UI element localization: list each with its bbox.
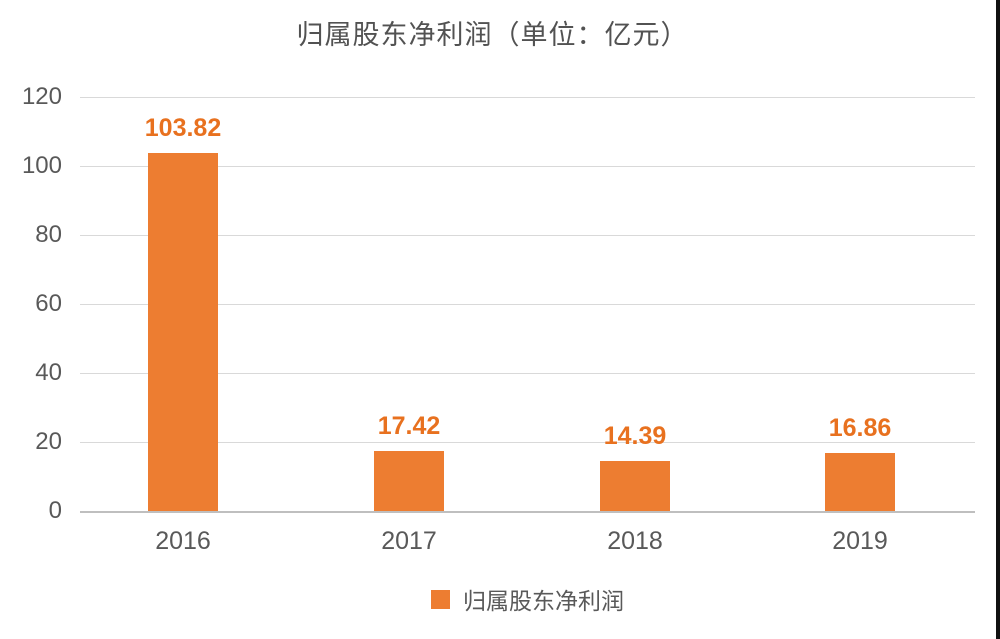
y-tick-label: 120 bbox=[21, 83, 62, 110]
gridline bbox=[80, 373, 975, 374]
bar-2019: 16.86 bbox=[825, 414, 895, 511]
bar-2018: 14.39 bbox=[600, 422, 670, 511]
y-tick-label: 100 bbox=[21, 152, 62, 179]
gridline bbox=[80, 97, 975, 98]
x-tick-label-2016: 2016 bbox=[155, 527, 211, 555]
bar-group-2019: 16.86 2019 bbox=[825, 97, 895, 555]
legend-swatch-icon bbox=[431, 589, 450, 609]
x-tick-label-2018: 2018 bbox=[607, 527, 663, 555]
gridline bbox=[80, 441, 975, 443]
x-axis-line bbox=[80, 511, 975, 513]
bar-group-2018: 14.39 2018 bbox=[600, 97, 670, 555]
legend: 归属股东净利润 bbox=[80, 582, 975, 616]
gridline bbox=[80, 234, 975, 236]
y-tick-label: 60 bbox=[35, 290, 62, 317]
x-tick-label-2017: 2017 bbox=[381, 527, 437, 555]
y-tick-label: 80 bbox=[35, 220, 62, 248]
y-axis: 120 100 80 60 40 20 0 bbox=[0, 83, 62, 524]
value-label-2017: 17.42 bbox=[377, 411, 441, 440]
bar-group-2016: 103.82 2016 bbox=[145, 97, 221, 555]
y-tick-label: 0 bbox=[48, 497, 62, 524]
legend-label: 归属股东净利润 bbox=[463, 588, 624, 614]
plot-area: 103.82 2016 17.42 2017 14.39 2018 16.86 … bbox=[80, 97, 975, 555]
value-label-2019: 16.86 bbox=[828, 413, 892, 442]
right-edge-strip bbox=[996, 0, 1000, 639]
bar-group-2017: 17.42 2017 bbox=[374, 97, 444, 555]
bar-2016: 103.82 bbox=[145, 114, 221, 511]
bar-2017: 17.42 bbox=[374, 412, 444, 511]
value-label-2018: 14.39 bbox=[603, 422, 667, 451]
y-tick-label: 20 bbox=[35, 427, 62, 455]
x-tick-label-2019: 2019 bbox=[832, 527, 888, 555]
gridline bbox=[80, 304, 975, 305]
gridline bbox=[80, 166, 975, 167]
value-label-2016: 103.82 bbox=[144, 113, 222, 142]
y-tick-label: 40 bbox=[35, 359, 62, 386]
chart-title: 归属股东净利润（单位：亿元） bbox=[296, 20, 689, 50]
